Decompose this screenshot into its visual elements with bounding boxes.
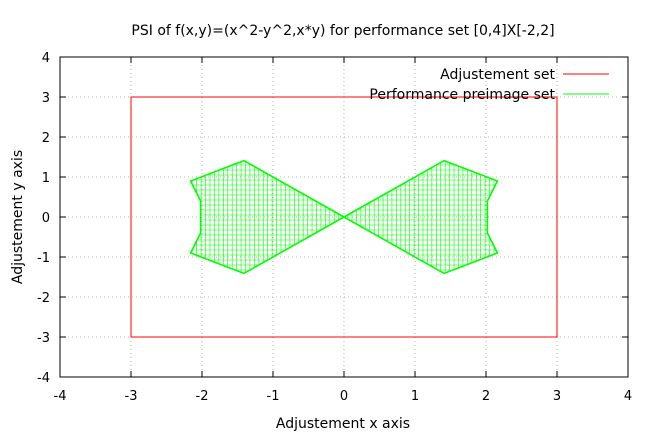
series-performance-preimage-set <box>189 159 499 275</box>
y-tick-label: -4 <box>37 371 50 386</box>
y-tick-label: -2 <box>37 291 50 306</box>
legend: Adjustement set Performance preimage set <box>369 67 609 103</box>
legend-entry-label: Performance preimage set <box>369 87 555 103</box>
y-axis-label: Adjustement y axis <box>10 150 26 284</box>
y-tick-label: 1 <box>42 171 50 186</box>
series-adjustement-set <box>130 96 558 338</box>
y-tick-label: 3 <box>42 91 50 106</box>
y-tick-label: 0 <box>42 211 50 226</box>
x-tick-label: 0 <box>340 389 348 404</box>
x-tick-label: -2 <box>196 389 209 404</box>
x-axis-label: Adjustement x axis <box>276 416 410 432</box>
legend-entry-label: Adjustement set <box>440 67 555 83</box>
x-tick-label: -4 <box>54 389 67 404</box>
x-tick-label: 3 <box>553 389 561 404</box>
x-tick-label: 1 <box>411 389 419 404</box>
x-tick-label: 4 <box>624 389 632 404</box>
y-tick-label: 4 <box>42 51 50 66</box>
chart-title: PSI of f(x,y)=(x^2-y^2,x*y) for performa… <box>131 23 554 39</box>
preimage-outline <box>189 159 499 275</box>
y-tick-label: -3 <box>37 331 50 346</box>
x-tick-label: -3 <box>125 389 138 404</box>
x-tick-label: 2 <box>482 389 490 404</box>
y-tick-label: -1 <box>37 251 50 266</box>
x-tick-label: -1 <box>267 389 280 404</box>
ticks: -4 -3 -2 -1 0 1 2 3 4 -4 -3 -2 -1 0 1 2 3 4 <box>37 51 632 404</box>
y-tick-label: 2 <box>42 131 50 146</box>
